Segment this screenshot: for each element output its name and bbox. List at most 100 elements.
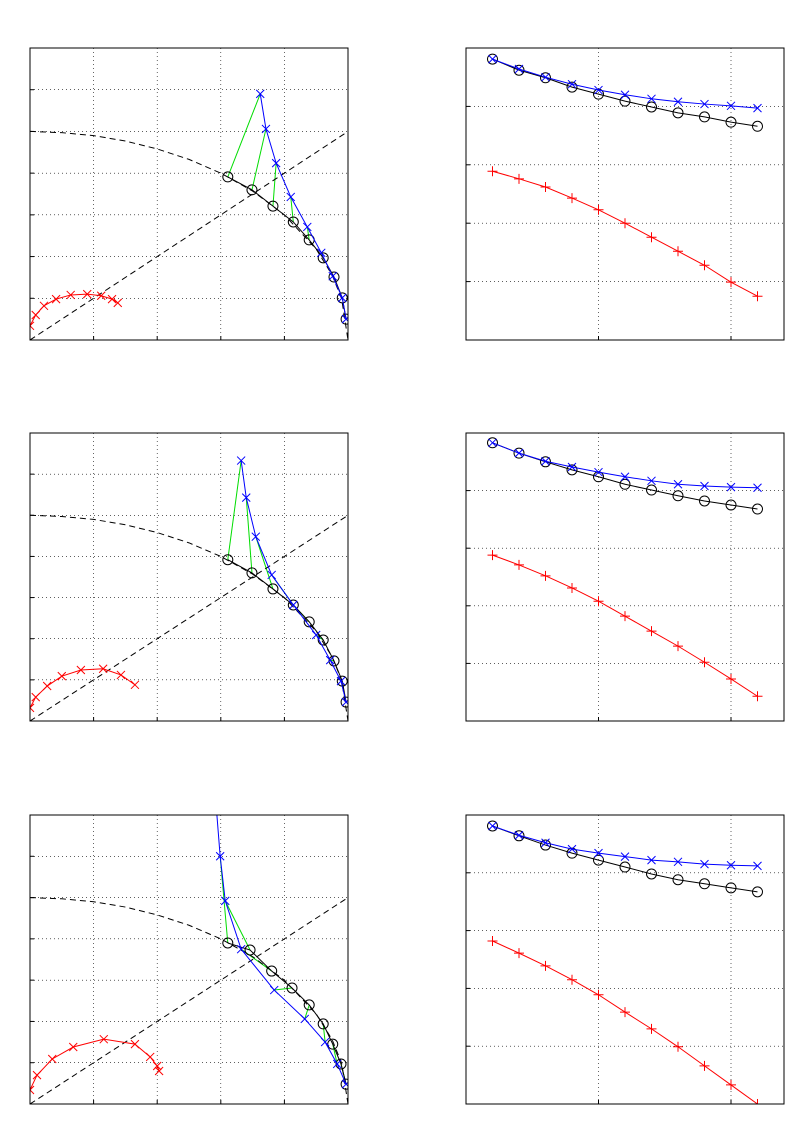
connector [322, 1023, 326, 1043]
marker-x [541, 838, 550, 848]
marker-x [336, 676, 346, 686]
marker-plus [646, 232, 657, 243]
marker-plus [593, 204, 604, 215]
series-line [492, 58, 758, 127]
marker-plus [752, 291, 763, 302]
marker-plus [514, 559, 524, 570]
marker-circle [222, 171, 234, 183]
connector [227, 460, 242, 560]
marker-circle [619, 478, 631, 490]
series-line [492, 825, 758, 867]
marker-plus [593, 989, 604, 1000]
marker-x [267, 570, 277, 580]
axes [465, 432, 785, 722]
marker-plus [514, 948, 524, 959]
marker-circle [287, 599, 299, 611]
marker-x [116, 670, 126, 680]
series-line [30, 897, 348, 1104]
marker-plus [699, 1060, 710, 1071]
marker-circle [593, 88, 604, 100]
marker-circle [340, 1078, 348, 1090]
marker-x [76, 665, 86, 675]
marker-x [42, 681, 52, 691]
marker-circle [593, 854, 604, 866]
marker-plus [514, 173, 524, 184]
marker-circle [540, 72, 551, 84]
marker-x [647, 94, 656, 104]
marker-plus [673, 1041, 683, 1052]
marker-circle [266, 965, 278, 977]
marker-plus [726, 1079, 736, 1090]
series-line [30, 131, 348, 340]
marker-x [98, 664, 108, 674]
marker-circle [317, 252, 329, 264]
marker-x [325, 655, 335, 665]
axes [29, 47, 349, 341]
marker-circle [619, 861, 631, 873]
marker-x [594, 848, 603, 858]
marker-x [32, 1070, 42, 1080]
marker-circle [317, 1018, 329, 1030]
axes [465, 814, 785, 1105]
marker-plus [567, 582, 577, 593]
connector [332, 1044, 338, 1065]
marker-plus [646, 1023, 657, 1034]
marker-plus [567, 193, 577, 204]
marker-x [99, 1034, 109, 1044]
marker-x [647, 855, 656, 865]
series-line [227, 559, 347, 703]
marker-x [341, 697, 348, 707]
marker-x [620, 852, 630, 861]
series-line [240, 460, 347, 703]
marker-circle [317, 634, 329, 646]
marker-circle [222, 554, 234, 566]
marker-x [337, 293, 347, 303]
marker-x [514, 448, 524, 458]
marker-x [488, 438, 497, 448]
series-line [30, 514, 348, 721]
marker-x [96, 291, 106, 301]
plot-area [487, 820, 763, 1104]
marker-x [288, 600, 298, 610]
marker-circle [303, 616, 315, 628]
marker-x [514, 64, 524, 74]
marker-circle [286, 982, 298, 994]
marker-plus [673, 246, 683, 257]
axes-frame [465, 814, 785, 1105]
marker-x [700, 481, 709, 491]
marker-circle [646, 484, 657, 496]
series-line [492, 442, 758, 489]
plot-area [30, 456, 348, 721]
marker-circle [699, 111, 710, 123]
marker-x [113, 298, 123, 308]
marker-circle [487, 437, 498, 449]
marker-x [241, 493, 251, 502]
marker-x [107, 294, 117, 304]
marker-plus [726, 277, 736, 288]
series-line [227, 176, 347, 320]
marker-x [488, 54, 497, 64]
marker-x [300, 1014, 310, 1024]
marker-x [332, 1059, 342, 1069]
marker-x [255, 89, 265, 99]
marker-circle [646, 868, 657, 880]
marker-x [753, 103, 762, 113]
marker-x [620, 90, 630, 100]
marker-x [236, 944, 246, 954]
marker-circle [619, 95, 631, 107]
marker-x [700, 99, 709, 109]
connector [224, 900, 251, 951]
axes-frame [465, 432, 785, 722]
marker-x [130, 680, 140, 690]
marker-x [647, 476, 656, 486]
marker-circle [566, 464, 578, 476]
marker-x [215, 851, 225, 861]
connector [272, 163, 277, 207]
marker-plus [487, 166, 498, 177]
series-line [492, 940, 758, 1104]
marker-x [31, 310, 41, 320]
plot-area [487, 437, 763, 702]
plot-area [30, 815, 348, 1104]
connector [274, 987, 293, 991]
